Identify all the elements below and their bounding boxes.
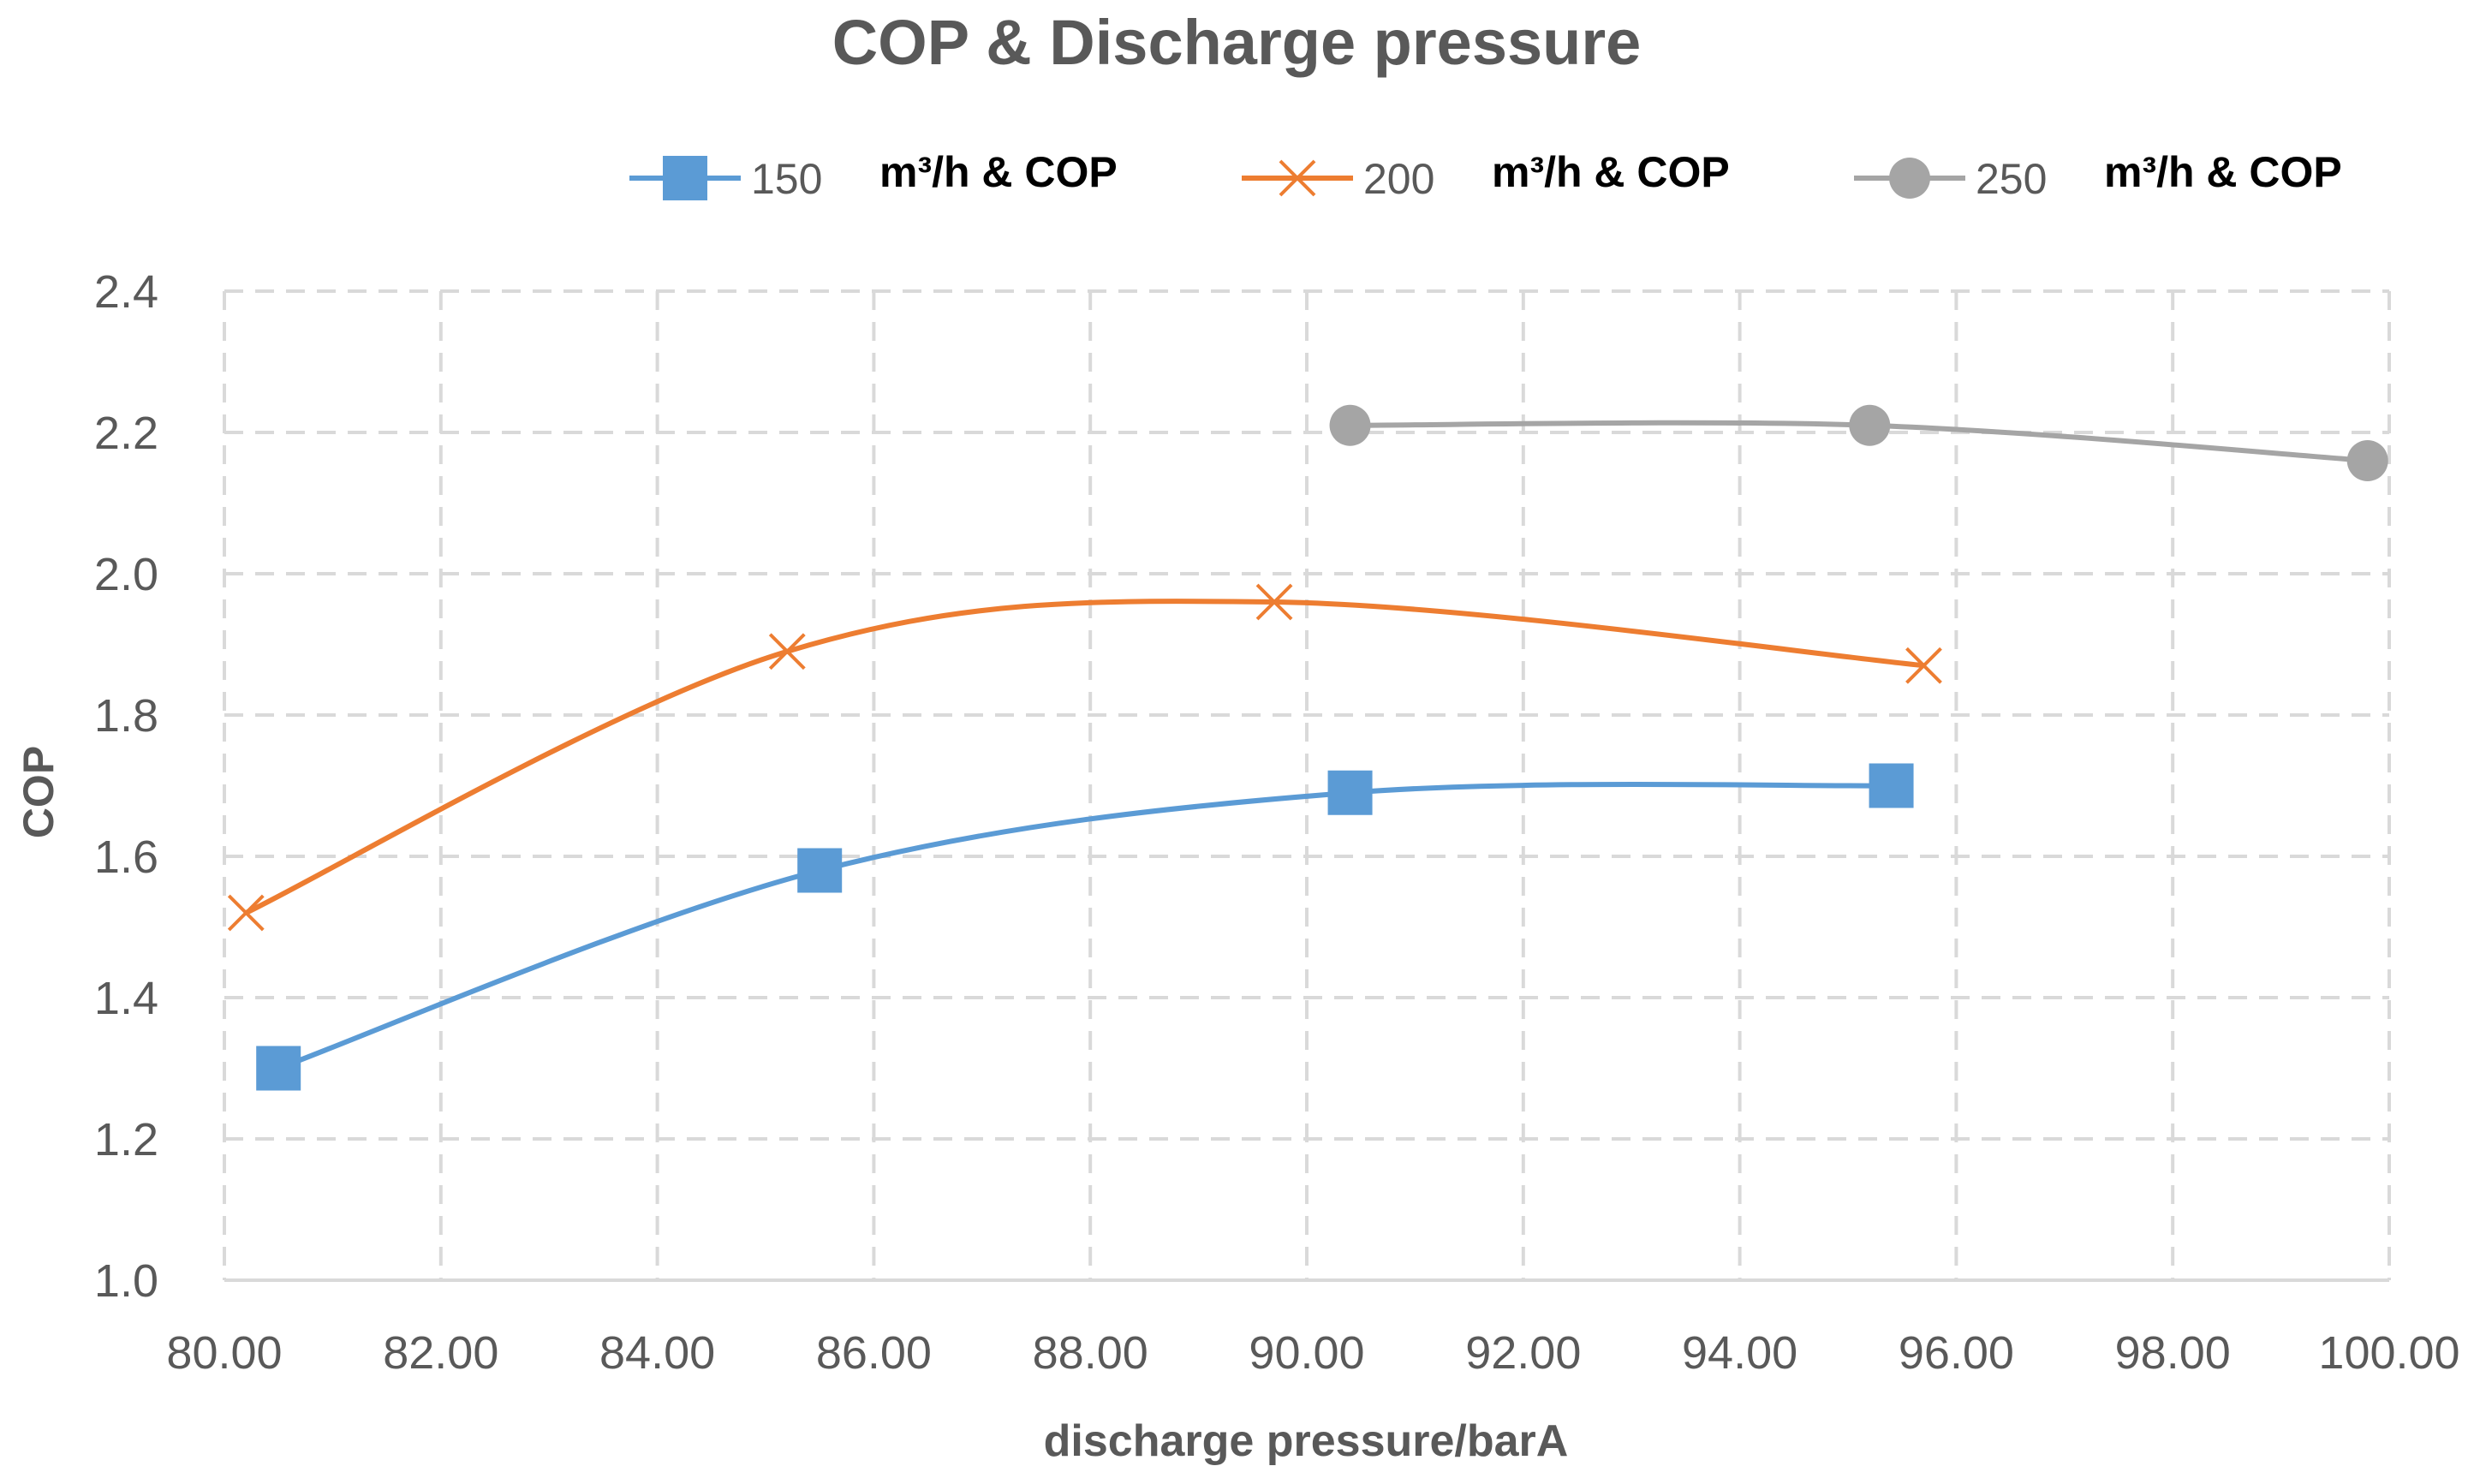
x-axis-title: discharge pressure/barA: [1044, 1416, 1569, 1466]
legend: 150 m³/h & COP 200 m³/h & COP 250 m³/h & COP: [629, 148, 2342, 203]
series-line: [277, 781, 1892, 1071]
y-tick-label: 2.4: [94, 266, 158, 318]
data-point-square: [256, 1046, 301, 1091]
data-point-x: [227, 894, 265, 932]
data-point-circle: [2346, 440, 2388, 481]
legend-unit-label: m³/h & COP: [879, 148, 1118, 196]
legend-label: 150: [751, 155, 822, 203]
y-tick-label: 1.8: [94, 690, 158, 742]
y-tick-label: 1.6: [94, 831, 158, 883]
series-250: [1329, 404, 2388, 481]
x-tick-label: 80.00: [166, 1327, 282, 1379]
legend-item-200: 200 m³/h & COP: [1242, 148, 1730, 203]
data-point-square: [1869, 763, 1914, 808]
data-point-x: [1255, 583, 1293, 621]
legend-label: 250: [1976, 155, 2047, 203]
series-150: [256, 763, 1914, 1091]
x-tick-label: 92.00: [1465, 1327, 1581, 1379]
x-tick-label: 84.00: [599, 1327, 715, 1379]
data-point-square: [1327, 770, 1373, 815]
gridlines: [223, 289, 2391, 1282]
x-tick-label: 94.00: [1682, 1327, 1797, 1379]
data-point-x: [1279, 159, 1316, 197]
y-axis-title: COP: [15, 746, 63, 838]
x-tick-label: 90.00: [1249, 1327, 1364, 1379]
data-point-circle: [1849, 404, 1891, 446]
legend-unit-label: m³/h & COP: [2104, 148, 2342, 196]
data-point-x: [768, 633, 806, 670]
y-tick-label: 2.2: [94, 408, 158, 459]
data-point-circle: [1889, 158, 1930, 199]
legend-item-150: 150 m³/h & COP: [629, 148, 1118, 203]
chart-title: COP & Discharge pressure: [832, 7, 1642, 78]
y-tick-label: 1.4: [94, 973, 158, 1024]
x-tick-label: 100.00: [2318, 1327, 2459, 1379]
x-tick-label: 96.00: [1899, 1327, 2014, 1379]
data-point-square: [663, 156, 707, 200]
y-tick-label: 1.0: [94, 1255, 158, 1307]
data-point-x: [1905, 647, 1942, 684]
x-tick-label: 82.00: [383, 1327, 498, 1379]
data-point-circle: [1329, 404, 1371, 446]
x-tick-label: 88.00: [1033, 1327, 1148, 1379]
series-group: [227, 404, 2388, 1091]
series-line: [244, 599, 1924, 915]
series-200: [227, 583, 1942, 932]
y-axis-ticks: 1.0 1.2 1.4 1.6 1.8 2.0 2.2 2.4: [94, 266, 158, 1307]
x-tick-label: 86.00: [816, 1327, 932, 1379]
x-tick-label: 98.00: [2115, 1327, 2231, 1379]
legend-unit-label: m³/h & COP: [1492, 148, 1730, 196]
data-point-square: [797, 848, 843, 893]
legend-item-250: 250 m³/h & COP: [1854, 148, 2342, 203]
legend-label: 200: [1363, 155, 1434, 203]
y-tick-label: 1.2: [94, 1114, 158, 1165]
y-tick-label: 2.0: [94, 549, 158, 600]
x-axis-ticks: 80.00 82.00 84.00 86.00 88.00 90.00 92.00 94.00…: [166, 1327, 2459, 1379]
